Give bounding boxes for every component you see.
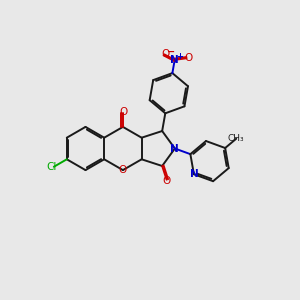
Text: O: O xyxy=(184,53,193,63)
Text: −: − xyxy=(167,47,175,57)
Text: CH₃: CH₃ xyxy=(228,134,244,143)
Text: O: O xyxy=(119,165,127,175)
Text: O: O xyxy=(162,49,170,59)
Text: O: O xyxy=(119,107,128,117)
Text: N: N xyxy=(170,55,179,65)
Text: O: O xyxy=(162,176,170,186)
Text: +: + xyxy=(176,52,183,61)
Text: N: N xyxy=(190,169,198,179)
Text: N: N xyxy=(170,143,179,154)
Text: Cl: Cl xyxy=(46,162,57,172)
